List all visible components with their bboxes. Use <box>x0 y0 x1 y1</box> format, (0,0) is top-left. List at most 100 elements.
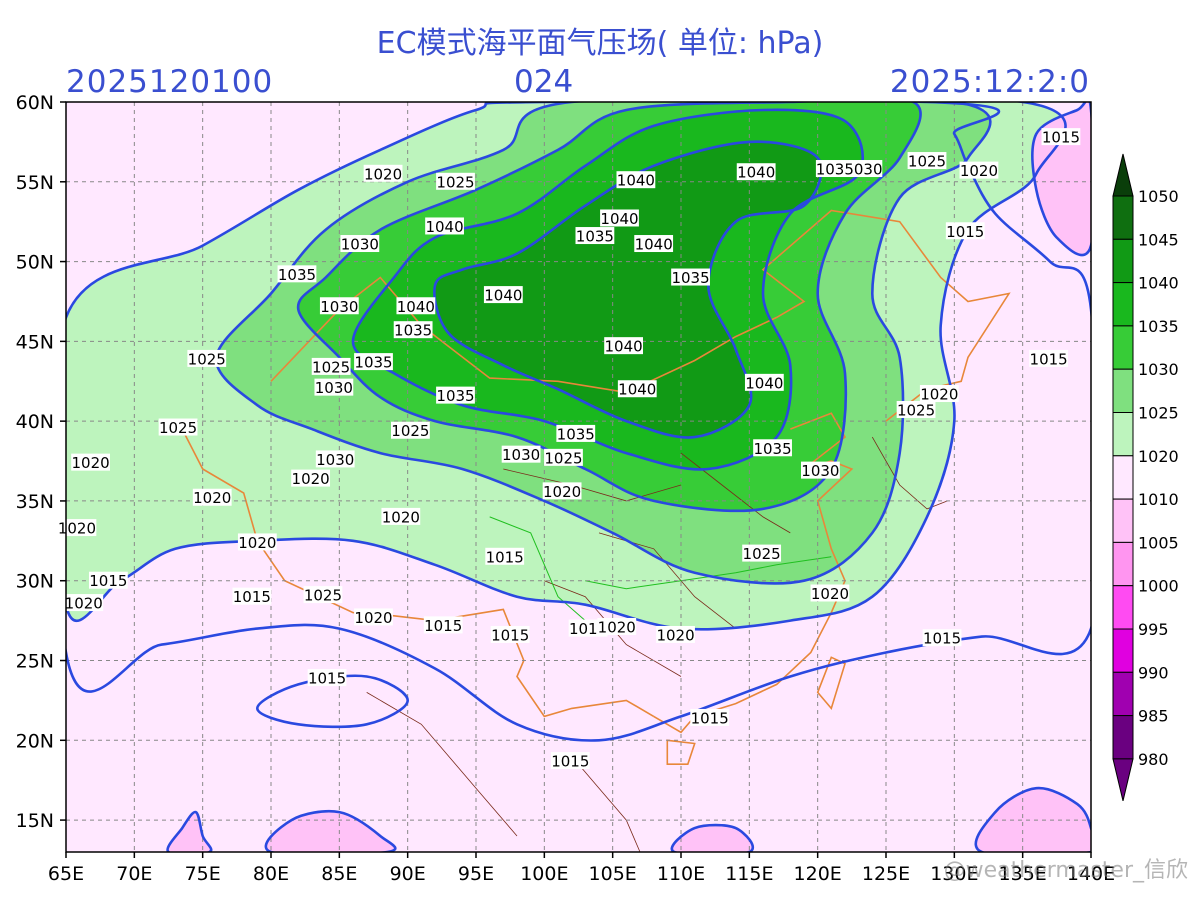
isobar-label-text: 1015 <box>691 709 729 727</box>
isobar-label-bg <box>616 171 656 189</box>
isobar-label-text: 1030 <box>502 446 540 464</box>
low-pressure-pocket <box>672 825 753 852</box>
isobar-label-text: 1035 <box>354 354 392 372</box>
colorbar-label: 1005 <box>1138 533 1179 552</box>
lat-tick-label: 20N <box>16 730 54 752</box>
isobar-label-text: 1040 <box>425 218 463 236</box>
isobar-label-text: 1040 <box>618 381 656 399</box>
isobar-label-text: 1025 <box>304 587 342 605</box>
lon-tick-label: 100E <box>520 863 568 885</box>
lon-tick-label: 95E <box>458 863 494 885</box>
isobar-label-bg <box>363 164 403 182</box>
isobar-label-text: 1025 <box>743 545 781 563</box>
lon-tick-label: 125E <box>862 863 910 885</box>
isobar-label-bg <box>381 507 421 525</box>
isobar-label-text: 1020 <box>238 534 276 552</box>
isobar-label: 1030 <box>319 297 359 316</box>
isobar-label: 1030 <box>314 378 354 397</box>
isobar-label-bg <box>232 587 272 605</box>
colorbar-swatch <box>1112 541 1134 587</box>
isobar-label-bg <box>922 629 962 647</box>
isobar-label-bg <box>436 172 475 190</box>
lon-tick-label: 85E <box>321 863 357 885</box>
isobar-label-text: 1030 <box>801 462 839 480</box>
isobar-label-text: 1015 <box>1030 350 1068 368</box>
colorbar-bottom-arrow <box>1112 758 1134 802</box>
isobar-label: 1020 <box>919 385 959 404</box>
isobar-label: 1020 <box>363 164 403 183</box>
isobar-label-text: 1020 <box>598 619 636 637</box>
isobar-label: 1020 <box>57 519 97 538</box>
isobar-label-text: 1030 <box>341 236 379 254</box>
isobar-label-bg <box>544 448 583 466</box>
lat-tick-label: 60N <box>16 92 54 114</box>
isobar-label-bg <box>753 439 792 457</box>
colorbar-label: 1020 <box>1138 447 1179 466</box>
isobar-label-bg <box>307 669 347 687</box>
isobar-label: 1040 <box>600 209 639 228</box>
isobar-label-text: 1025 <box>312 358 350 376</box>
colorbar-swatch <box>1112 628 1134 673</box>
national-border <box>270 209 1011 422</box>
isobar-label-text: 1035030 <box>816 161 883 179</box>
isobar-label-text: 1030 <box>315 379 353 397</box>
isobar-label-bg <box>425 217 464 235</box>
colorbar-swatch <box>1112 585 1134 630</box>
isobar-label-bg <box>617 380 657 398</box>
isobar-label: 1020 <box>71 453 110 472</box>
isobar-label-text: 1035 <box>753 440 791 458</box>
isobar-1035 <box>351 108 865 471</box>
isobar-label-text: 1020 <box>72 454 110 472</box>
isobar-label: 1020 <box>64 594 104 613</box>
isobar-label: 1035 <box>753 439 792 458</box>
run-time-label: 2025120100 <box>66 64 274 100</box>
isobar-low <box>974 786 1091 852</box>
province-border <box>503 468 682 502</box>
lat-tick-label: 40N <box>16 411 54 433</box>
isobar-1025 <box>214 102 992 585</box>
isobar-label-text: 1020 <box>292 470 330 488</box>
isobar-label-bg <box>1029 349 1069 367</box>
isobar-label-bg <box>315 450 355 468</box>
isobar-label-text: 1020 <box>364 165 402 183</box>
isobar-1015 <box>66 102 1091 742</box>
isobar-label-bg <box>354 608 393 626</box>
isobar-label-text: 1030 <box>320 298 358 316</box>
isobar-label-text: 1015 <box>308 670 346 688</box>
isobar-label: 1025 <box>311 357 351 376</box>
low-pressure-pocket <box>167 812 212 852</box>
isobar-label-text: 1025 <box>436 173 474 191</box>
isobar-label: 1030 <box>340 235 380 254</box>
isobar-label-bg <box>815 160 883 178</box>
isobar-label-text: 1020 <box>920 386 958 404</box>
isobar-label-bg <box>393 321 433 339</box>
lon-tick-label: 90E <box>390 863 426 885</box>
isobar-label: 1025 <box>436 172 475 191</box>
lon-tick-label: 140E <box>1067 863 1115 885</box>
isobar-label-text: 1040 <box>635 236 673 254</box>
lat-tick-label: 25N <box>16 651 54 673</box>
isobar-label: 1025 <box>896 400 936 419</box>
isobar-label: 1025 <box>391 421 430 440</box>
isobar-label-text: 1035 <box>576 228 614 246</box>
isobar-label: 1015 <box>232 587 272 606</box>
isobar-label: 1035 <box>277 265 317 284</box>
isobar-label-text: 1040 <box>617 172 655 190</box>
lon-tick-label: 120E <box>794 863 842 885</box>
isobar-label-bg <box>237 533 277 551</box>
isobar-label-text: 1035 <box>394 322 432 340</box>
lon-tick-label: 80E <box>253 863 289 885</box>
lon-tick-label: 105E <box>589 863 637 885</box>
isobar-label: 1035030 <box>816 160 883 179</box>
isobar-label-bg <box>575 227 615 245</box>
isobar-label: 1040 <box>736 163 776 182</box>
isobar-label-text: 1035 <box>671 269 709 287</box>
colorbar-label: 1010 <box>1138 490 1179 509</box>
isobar-label-bg <box>550 752 590 770</box>
isobar-label-text: 1015 <box>946 223 984 241</box>
isobar-label-bg <box>354 353 393 371</box>
isobar-label-bg <box>314 378 354 396</box>
isobar-label-bg <box>736 163 776 181</box>
watermark: @weathermaster_信欣 <box>943 858 1188 883</box>
isobar-label: 1015 <box>423 616 463 635</box>
